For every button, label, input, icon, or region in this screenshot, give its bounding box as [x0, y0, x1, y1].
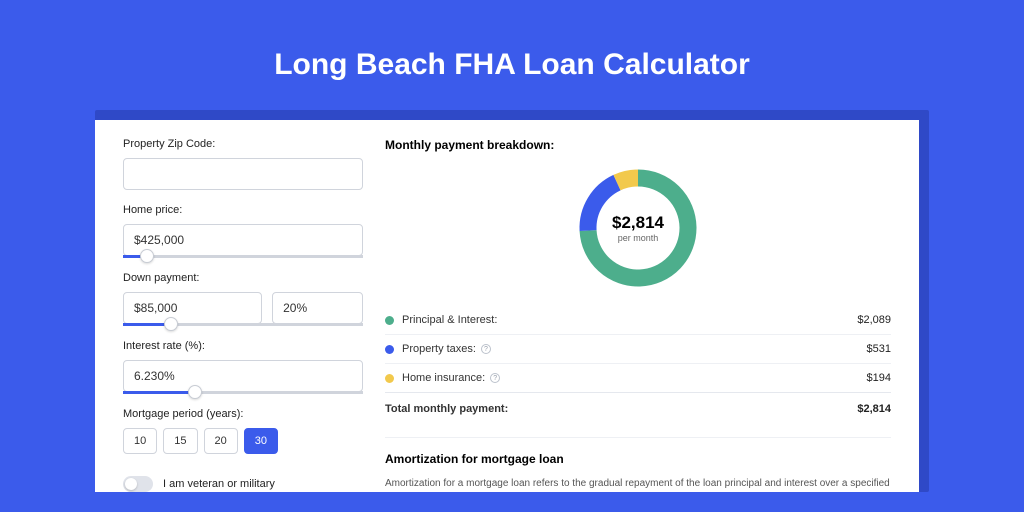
down-payment-label: Down payment: — [123, 272, 363, 284]
breakdown-row: Property taxes:?$531 — [385, 334, 891, 363]
breakdown-label: Principal & Interest: — [402, 314, 857, 326]
interest-rate-input[interactable] — [123, 360, 363, 392]
amortization-text: Amortization for a mortgage loan refers … — [385, 476, 891, 491]
breakdown-value: $194 — [867, 372, 891, 384]
home-price-group: Home price: — [123, 204, 363, 258]
donut-amount: $2,814 — [612, 213, 664, 233]
down-payment-group: Down payment: — [123, 272, 363, 326]
breakdown-value: $2,089 — [857, 314, 891, 326]
info-icon[interactable]: ? — [490, 373, 500, 383]
down-payment-percent-input[interactable] — [272, 292, 363, 324]
amortization-title: Amortization for mortgage loan — [385, 452, 891, 466]
donut-sub: per month — [618, 233, 659, 243]
interest-rate-group: Interest rate (%): — [123, 340, 363, 394]
calculator-card: Property Zip Code: Home price: Down paym… — [95, 120, 919, 492]
down-payment-slider[interactable] — [123, 323, 363, 326]
veteran-row: I am veteran or military — [123, 476, 363, 492]
breakdown-row: Home insurance:?$194 — [385, 363, 891, 392]
breakdown-row: Principal & Interest:$2,089 — [385, 306, 891, 334]
home-price-input[interactable] — [123, 224, 363, 256]
period-btn-20[interactable]: 20 — [204, 428, 238, 454]
legend-dot — [385, 316, 394, 325]
info-icon[interactable]: ? — [481, 344, 491, 354]
veteran-label: I am veteran or military — [163, 478, 275, 490]
form-panel: Property Zip Code: Home price: Down paym… — [123, 138, 363, 492]
interest-rate-label: Interest rate (%): — [123, 340, 363, 352]
breakdown-value: $531 — [867, 343, 891, 355]
zip-input[interactable] — [123, 158, 363, 190]
veteran-toggle[interactable] — [123, 476, 153, 492]
zip-label: Property Zip Code: — [123, 138, 363, 150]
period-btn-15[interactable]: 15 — [163, 428, 197, 454]
total-row: Total monthly payment: $2,814 — [385, 392, 891, 423]
legend-dot — [385, 345, 394, 354]
period-label: Mortgage period (years): — [123, 408, 363, 420]
total-value: $2,814 — [857, 403, 891, 415]
home-price-label: Home price: — [123, 204, 363, 216]
period-btn-30[interactable]: 30 — [244, 428, 278, 454]
amortization-section: Amortization for mortgage loan Amortizat… — [385, 437, 891, 491]
breakdown-label: Property taxes:? — [402, 343, 867, 355]
breakdown-label: Home insurance:? — [402, 372, 867, 384]
breakdown-title: Monthly payment breakdown: — [385, 138, 891, 152]
card-shadow: Property Zip Code: Home price: Down paym… — [95, 110, 929, 492]
period-btn-10[interactable]: 10 — [123, 428, 157, 454]
donut-center: $2,814 per month — [578, 168, 698, 288]
total-label: Total monthly payment: — [385, 403, 857, 415]
legend-dot — [385, 374, 394, 383]
interest-rate-slider[interactable] — [123, 391, 363, 394]
breakdown-rows: Principal & Interest:$2,089Property taxe… — [385, 306, 891, 392]
page-title: Long Beach FHA Loan Calculator — [0, 0, 1024, 110]
down-payment-amount-input[interactable] — [123, 292, 262, 324]
period-group: Mortgage period (years): 1015 2030 — [123, 408, 363, 454]
zip-group: Property Zip Code: — [123, 138, 363, 190]
period-options: 1015 2030 — [123, 428, 363, 454]
donut-chart-wrap: $2,814 per month — [385, 162, 891, 306]
breakdown-panel: Monthly payment breakdown: $2,814 per mo… — [385, 138, 891, 492]
home-price-slider[interactable] — [123, 255, 363, 258]
donut-chart: $2,814 per month — [578, 168, 698, 288]
